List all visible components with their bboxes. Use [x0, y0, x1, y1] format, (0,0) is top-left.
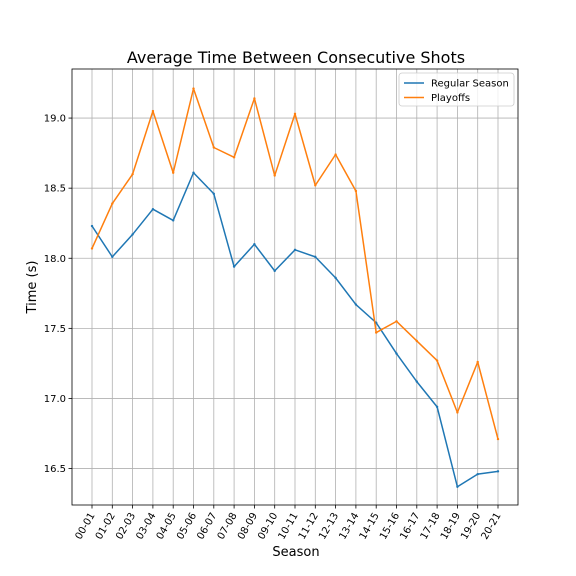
y-tick-label: 17.5: [44, 324, 66, 335]
legend-label-regular-season: Regular Season: [431, 79, 509, 90]
playoffs-point: [354, 189, 358, 193]
regular-season-point: [314, 255, 317, 259]
regular-season-point: [395, 352, 398, 355]
playoffs-point: [90, 247, 94, 250]
playoffs-point: [253, 97, 256, 100]
playoffs-point: [273, 174, 276, 177]
regular-season-point: [212, 192, 215, 195]
y-tick-label: 18.0: [44, 254, 66, 265]
regular-season-point: [354, 303, 358, 306]
playoffs-point: [314, 184, 317, 187]
regular-season-point: [131, 233, 134, 236]
regular-season-point: [192, 171, 195, 174]
grid-lines: [72, 69, 518, 505]
playoffs-point: [232, 156, 236, 159]
regular-season-point: [151, 207, 155, 211]
playoffs-point: [496, 437, 500, 441]
regular-season-point: [90, 224, 94, 228]
y-tick-label: 18.5: [44, 184, 66, 195]
regular-season-point: [293, 248, 297, 252]
playoffs-point: [415, 339, 418, 343]
y-tick-label: 17.0: [44, 394, 66, 405]
regular-season-point: [496, 470, 500, 473]
playoffs-point: [375, 331, 378, 334]
regular-season-point: [273, 269, 276, 273]
playoffs-point: [131, 172, 134, 176]
y-tick-label: 19.0: [44, 114, 66, 125]
playoffs-point: [456, 411, 459, 414]
playoffs-point: [212, 146, 215, 149]
series-group: [90, 87, 500, 488]
playoffs-point: [111, 202, 114, 205]
playoffs-point: [334, 153, 337, 156]
regular-season-point: [415, 380, 418, 383]
regular-season-point: [253, 243, 256, 246]
playoffs-point: [435, 359, 439, 362]
y-tick-label: 16.5: [44, 464, 66, 475]
y-axis-label: Time (s): [25, 261, 40, 315]
regular-season-point: [172, 219, 175, 222]
regular-season-point: [435, 405, 439, 409]
regular-season-point: [334, 276, 337, 280]
playoffs-point: [172, 171, 175, 174]
playoffs-point: [192, 87, 195, 90]
chart-title: Average Time Between Consecutive Shots: [127, 48, 465, 67]
regular-season-point: [476, 472, 479, 476]
playoffs-point: [151, 109, 155, 113]
playoffs-point: [395, 320, 398, 323]
y-axis: 16.5 17.0 17.5 18.0 18.5 19.0: [44, 114, 72, 475]
legend-label-playoffs: Playoffs: [431, 93, 470, 104]
playoffs-point: [293, 112, 297, 116]
regular-season-point: [111, 255, 114, 259]
legend: Regular Season Playoffs: [398, 72, 515, 107]
regular-season-point: [456, 485, 459, 488]
legend-box: [398, 72, 515, 107]
x-axis-label: Season: [272, 545, 319, 560]
regular-season-point: [232, 265, 236, 268]
playoffs-point: [476, 360, 479, 364]
